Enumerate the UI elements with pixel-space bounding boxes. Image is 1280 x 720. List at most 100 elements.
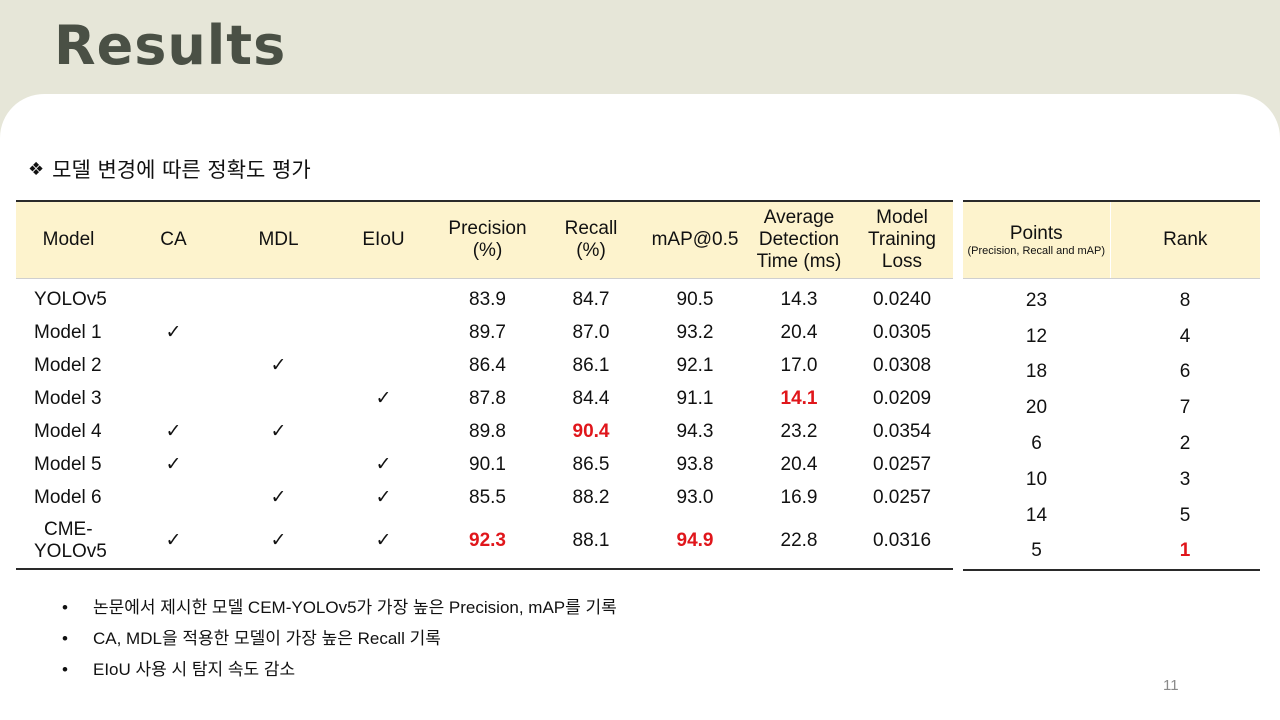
cell-map: 90.5 bbox=[676, 288, 714, 310]
col-header-training-loss: Model Training Loss bbox=[851, 200, 953, 279]
cell-eiou: ✓ bbox=[331, 514, 436, 570]
cell-map: 93.2 bbox=[676, 321, 714, 343]
cell-map: 93.0 bbox=[676, 486, 714, 508]
cell-model: YOLOv5 bbox=[34, 288, 107, 310]
results-table: Model CA MDL EIoU Precision (%) Recall (%)… bbox=[16, 200, 953, 570]
side-row: 23 8 bbox=[963, 279, 1260, 319]
table-header-row: Model CA MDL EIoU Precision (%) Recall (%)… bbox=[16, 200, 953, 279]
cell-model: Model 4 bbox=[34, 420, 102, 442]
cell-points: 12 bbox=[1025, 325, 1048, 347]
cell-precision: 86.4 bbox=[469, 354, 506, 376]
notes-list: 논문에서 제시한 모델 CEM-YOLOv5가 가장 높은 Precision,… bbox=[62, 596, 617, 689]
cell-precision: 90.1 bbox=[469, 453, 506, 475]
table-row: CME- YOLOv5 ✓ ✓ ✓ 92.3 88.1 94.9 22.8 0.0… bbox=[16, 514, 953, 570]
cell-time-best: 14.1 bbox=[780, 387, 818, 409]
cell-mdl bbox=[226, 279, 331, 317]
cell-mdl: ✓ bbox=[226, 514, 331, 570]
cell-model: Model 5 bbox=[34, 453, 102, 475]
col-header-ca: CA bbox=[121, 200, 226, 279]
cell-ca bbox=[121, 481, 226, 514]
side-row: 18 6 bbox=[963, 355, 1260, 391]
col-header-mdl: MDL bbox=[226, 200, 331, 279]
list-item: CA, MDL을 적용한 모델이 가장 높은 Recall 기록 bbox=[62, 627, 617, 658]
table-row: Model 6 ✓ ✓ 85.5 88.2 93.0 16.9 0.0257 bbox=[16, 481, 953, 514]
cell-recall: 86.5 bbox=[572, 453, 610, 475]
cell-time: 17.0 bbox=[780, 354, 818, 376]
cell-precision: 89.7 bbox=[469, 321, 506, 343]
cell-rank: 4 bbox=[1179, 325, 1191, 347]
slide-title: Results bbox=[54, 14, 287, 77]
cell-eiou bbox=[331, 279, 436, 317]
cell-eiou: ✓ bbox=[375, 454, 392, 475]
cell-model: CME- YOLOv5 bbox=[16, 514, 121, 570]
cell-precision: 83.9 bbox=[469, 288, 506, 310]
cell-ca bbox=[121, 382, 226, 415]
cell-points: 14 bbox=[1025, 504, 1048, 526]
points-rank-table: Points (Precision, Recall and mAP) Rank … bbox=[963, 200, 1260, 572]
cell-map: 92.1 bbox=[676, 354, 714, 376]
side-row: 14 5 bbox=[963, 498, 1260, 534]
cell-mdl bbox=[226, 448, 331, 481]
cell-precision: 89.8 bbox=[469, 420, 506, 442]
cell-map: 93.8 bbox=[676, 453, 714, 475]
col-header-map: mAP@0.5 bbox=[643, 200, 747, 279]
cell-mdl: ✓ bbox=[270, 355, 287, 376]
col-header-model: Model bbox=[16, 200, 121, 279]
cell-loss: 0.0305 bbox=[872, 321, 932, 343]
cell-time: 16.9 bbox=[780, 486, 818, 508]
cell-ca: ✓ bbox=[165, 454, 182, 475]
points-note: (Precision, Recall and mAP) bbox=[967, 244, 1106, 257]
cell-recall: 84.4 bbox=[572, 387, 610, 409]
cell-model: Model 6 bbox=[34, 486, 102, 508]
cell-rank-best: 1 bbox=[1110, 533, 1260, 572]
cell-precision: 85.5 bbox=[469, 486, 506, 508]
cell-rank: 6 bbox=[1179, 361, 1191, 383]
col-header-recall: Recall (%) bbox=[539, 200, 643, 279]
cell-ca bbox=[121, 349, 226, 382]
cell-points: 20 bbox=[1025, 397, 1048, 419]
cell-precision-best: 92.3 bbox=[436, 514, 539, 570]
cell-ca: ✓ bbox=[121, 514, 226, 570]
cell-loss: 0.0308 bbox=[872, 354, 932, 376]
col-header-rank: Rank bbox=[1110, 200, 1260, 279]
cell-recall: 88.2 bbox=[572, 486, 610, 508]
cell-ca bbox=[121, 279, 226, 317]
cell-loss: 0.0316 bbox=[851, 514, 953, 570]
cell-eiou: ✓ bbox=[375, 487, 392, 508]
diamond-bullet-icon: ❖ bbox=[28, 158, 45, 180]
cell-points: 10 bbox=[1025, 468, 1048, 490]
col-header-points: Points (Precision, Recall and mAP) bbox=[963, 200, 1111, 279]
cell-rank: 3 bbox=[1179, 468, 1191, 490]
cell-eiou: ✓ bbox=[375, 388, 392, 409]
cell-map: 91.1 bbox=[676, 387, 714, 409]
cell-mdl: ✓ bbox=[270, 487, 287, 508]
cell-loss: 0.0257 bbox=[872, 453, 932, 475]
cell-model: Model 3 bbox=[34, 387, 102, 409]
cell-rank: 7 bbox=[1179, 397, 1191, 419]
cell-points: 18 bbox=[1025, 361, 1048, 383]
page-number: 11 bbox=[1163, 677, 1179, 694]
cell-loss: 0.0354 bbox=[872, 420, 932, 442]
cell-ca: ✓ bbox=[165, 421, 182, 442]
cell-eiou bbox=[331, 316, 436, 349]
table-row: Model 3 ✓ 87.8 84.4 91.1 14.1 0.0209 bbox=[16, 382, 953, 415]
section-heading-text: 모델 변경에 따른 정확도 평가 bbox=[52, 158, 311, 182]
table-row: Model 5 ✓ ✓ 90.1 86.5 93.8 20.4 0.0257 bbox=[16, 448, 953, 481]
side-row: 10 3 bbox=[963, 462, 1260, 498]
table-row: Model 2 ✓ 86.4 86.1 92.1 17.0 0.0308 bbox=[16, 349, 953, 382]
table-row: Model 1 ✓ 89.7 87.0 93.2 20.4 0.0305 bbox=[16, 316, 953, 349]
list-item: EIoU 사용 시 탐지 속도 감소 bbox=[62, 658, 617, 689]
cell-rank: 5 bbox=[1179, 504, 1191, 526]
cell-points: 23 bbox=[1025, 289, 1048, 311]
table-row: YOLOv5 83.9 84.7 90.5 14.3 0.0240 bbox=[16, 279, 953, 317]
cell-eiou bbox=[331, 415, 436, 448]
cell-ca: ✓ bbox=[165, 322, 182, 343]
cell-time: 20.4 bbox=[780, 453, 818, 475]
cell-time: 20.4 bbox=[780, 321, 818, 343]
cell-recall: 88.1 bbox=[539, 514, 643, 570]
cell-rank: 8 bbox=[1179, 289, 1191, 311]
side-header-row: Points (Precision, Recall and mAP) Rank bbox=[963, 200, 1260, 279]
cell-points: 6 bbox=[1031, 433, 1042, 455]
